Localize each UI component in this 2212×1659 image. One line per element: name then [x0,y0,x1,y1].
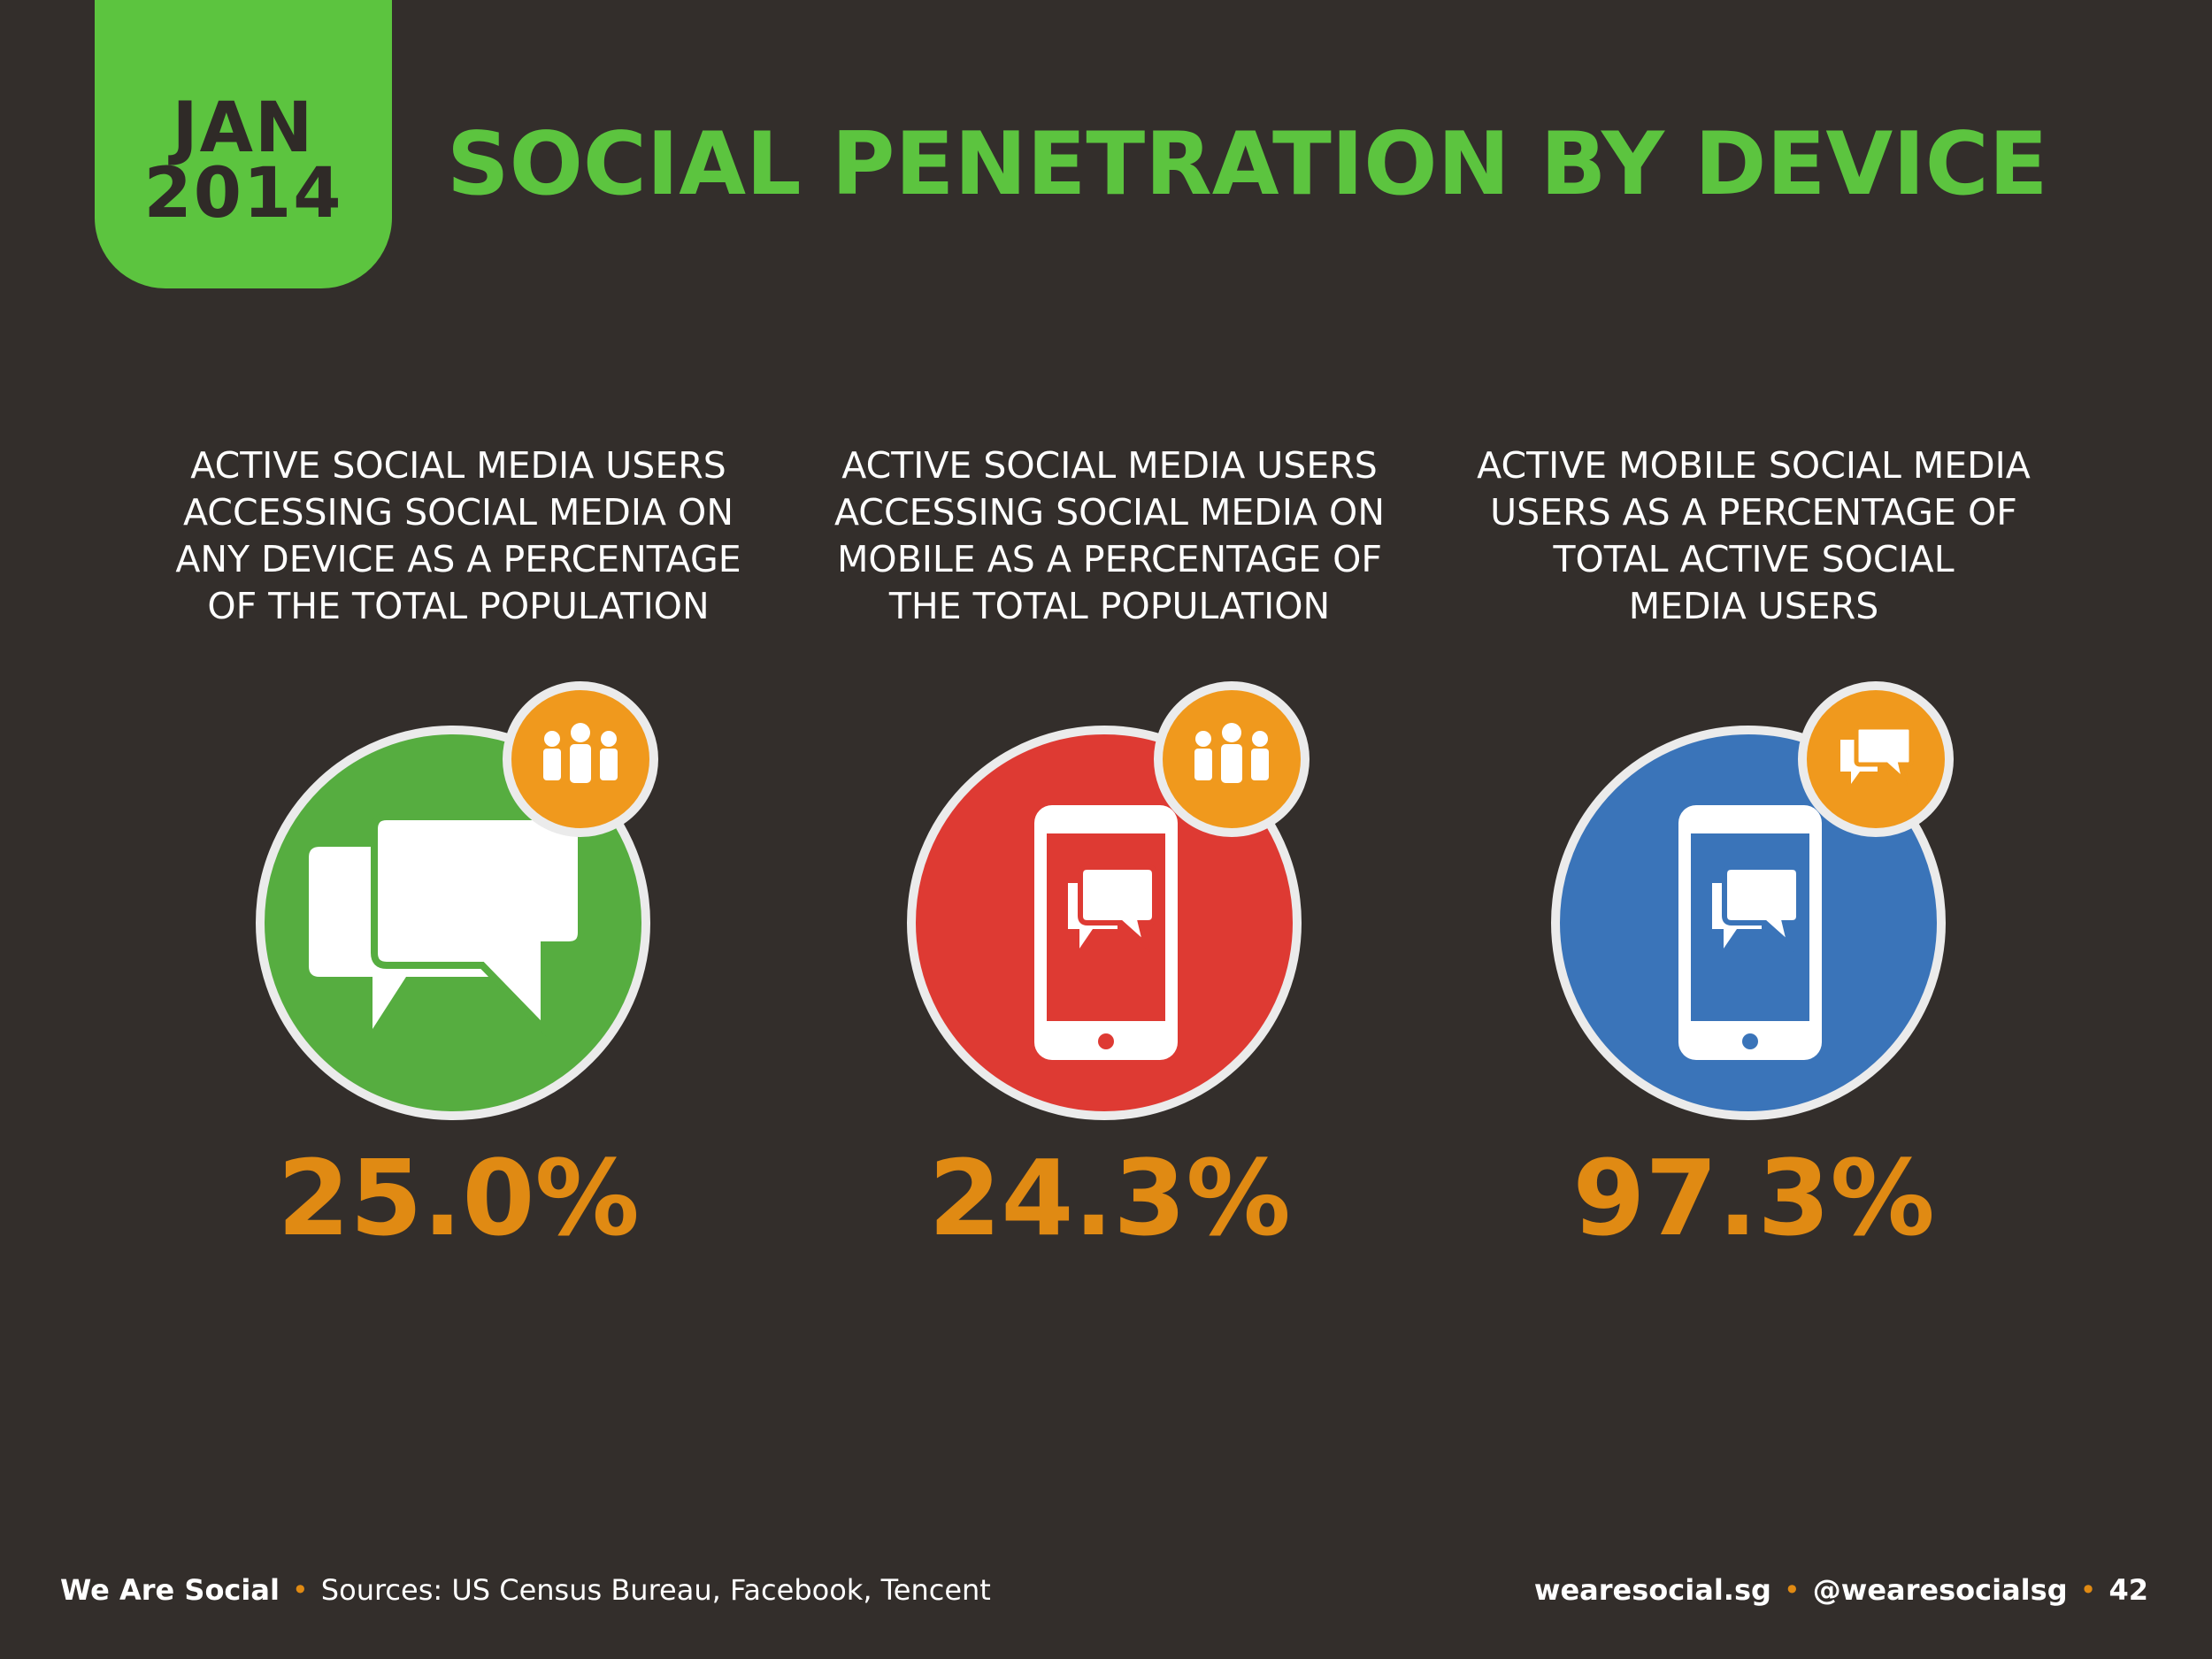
stat-description-line: ACTIVE SOCIAL MEDIA USERS [190,444,726,487]
stat-description: ACTIVE SOCIAL MEDIA USERS ACCESSING SOCI… [149,442,768,630]
stat-column-mobile: ACTIVE SOCIAL MEDIA USERS ACCESSING SOCI… [800,442,1419,1292]
stat-description-line: OF THE TOTAL POPULATION [207,585,710,627]
footer-separator: • [1783,1573,1801,1607]
stat-icon-group [1546,681,1970,1120]
stat-column-any-device: ACTIVE SOCIAL MEDIA USERS ACCESSING SOCI… [149,442,768,1292]
date-month: JAN [172,88,315,168]
stat-description-line: ACTIVE MOBILE SOCIAL MEDIA [1477,444,2031,487]
stat-description-line: ACTIVE SOCIAL MEDIA USERS [841,444,1378,487]
stat-description-line: TOTAL ACTIVE SOCIAL [1553,538,1955,580]
stat-description: ACTIVE MOBILE SOCIAL MEDIA USERS AS A PE… [1444,442,2063,630]
stat-value: 24.3% [928,1137,1291,1259]
stat-description: ACTIVE SOCIAL MEDIA USERS ACCESSING SOCI… [800,442,1419,630]
page-title: SOCIAL PENETRATION BY DEVICE [447,114,2048,215]
footer-sources: Sources: US Census Bureau, Facebook, Ten… [320,1573,991,1607]
stat-description-line: USERS AS A PERCENTAGE OF [1490,491,2017,534]
people-icon [503,681,658,837]
stat-description-line: MOBILE AS A PERCENTAGE OF [837,538,1382,580]
footer-handle[interactable]: @wearesocialsg [1812,1573,2068,1607]
stat-description-line: ACCESSING SOCIAL MEDIA ON [182,491,733,534]
stat-description-line: MEDIA USERS [1628,585,1879,627]
stat-value: 97.3% [1572,1137,1935,1259]
chat-bubbles-icon [1798,681,1954,837]
footer-brand: We Are Social [60,1573,280,1607]
footer-right: wearesocial.sg • @wearesocialsg • 42 [1534,1573,2148,1607]
date-tab: JAN 2014 [95,0,392,288]
stat-description-line: THE TOTAL POPULATION [888,585,1331,627]
date-year: 2014 [143,154,343,234]
stat-icon-group [250,681,675,1120]
footer-website[interactable]: wearesocial.sg [1533,1573,1771,1607]
stat-icon-group [902,681,1326,1120]
stat-value: 25.0% [277,1137,640,1259]
footer-separator: • [2079,1573,2097,1607]
stat-description-line: ACCESSING SOCIAL MEDIA ON [833,491,1385,534]
footer-separator: • [291,1573,309,1607]
stat-description-line: ANY DEVICE AS A PERCENTAGE [175,538,741,580]
page-number: 42 [2108,1573,2148,1607]
footer-left: We Are Social • Sources: US Census Bureau,… [60,1573,991,1607]
stat-column-mobile-share: ACTIVE MOBILE SOCIAL MEDIA USERS AS A PE… [1444,442,2063,1292]
people-icon [1154,681,1310,837]
